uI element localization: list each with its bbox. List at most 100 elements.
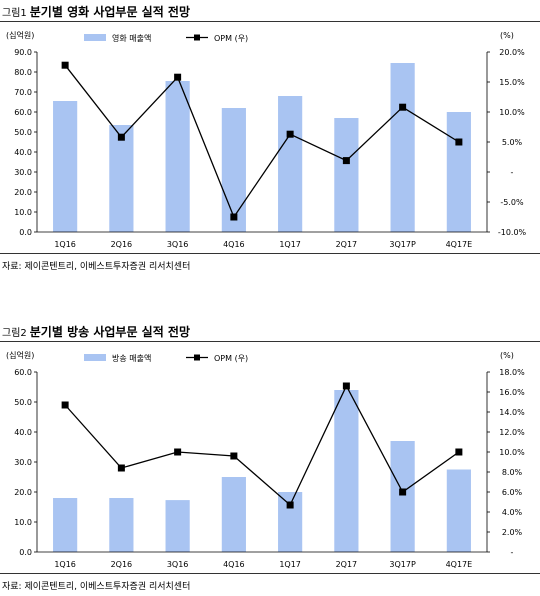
right-tick-label: - bbox=[511, 168, 514, 177]
right-tick-label: 20.0% bbox=[499, 48, 525, 57]
left-axis-unit: (십억원) bbox=[6, 30, 34, 40]
bar bbox=[109, 125, 134, 232]
x-tick-label: 4Q16 bbox=[223, 240, 245, 249]
bar bbox=[446, 469, 471, 552]
legend-line-label: OPM (우) bbox=[214, 354, 248, 363]
bar bbox=[278, 492, 303, 552]
opm-point bbox=[61, 401, 69, 409]
bar bbox=[334, 118, 359, 232]
opm-point bbox=[455, 448, 463, 456]
right-tick-label: 5.0% bbox=[502, 138, 523, 147]
figure-1-title: 그림1 분기별 영화 사업부문 실적 전망 bbox=[2, 3, 190, 20]
bar bbox=[221, 477, 246, 552]
bar bbox=[53, 101, 78, 232]
bar bbox=[390, 441, 415, 552]
opm-point bbox=[286, 130, 294, 138]
bar bbox=[53, 498, 78, 552]
right-tick-label: 14.0% bbox=[499, 408, 525, 417]
x-tick-label: 4Q16 bbox=[223, 560, 245, 569]
legend-bar-label: 방송 매출액 bbox=[112, 353, 151, 363]
legend-bar-label: 영화 매출액 bbox=[112, 33, 151, 43]
opm-line bbox=[64, 384, 460, 507]
x-tick-label: 1Q17 bbox=[279, 240, 301, 249]
opm-point bbox=[399, 488, 407, 496]
right-tick-label: 2.0% bbox=[502, 528, 523, 537]
figure-1-bottom-rule bbox=[0, 253, 540, 254]
left-tick-label: 90.0 bbox=[14, 48, 32, 57]
left-tick-label: 50.0 bbox=[14, 128, 32, 137]
opm-point bbox=[174, 73, 182, 81]
figure-2-source: 자료: 제이콘텐트리, 이베스트투자증권 리서치센터 bbox=[2, 582, 191, 592]
left-tick-label: 30.0 bbox=[14, 458, 32, 467]
right-tick-label: 18.0% bbox=[499, 368, 525, 377]
x-tick-label: 4Q17E bbox=[446, 560, 473, 569]
opm-point bbox=[230, 213, 238, 221]
left-tick-label: 0.0 bbox=[19, 548, 32, 557]
x-tick-label: 3Q17P bbox=[389, 560, 416, 569]
x-tick-label: 3Q16 bbox=[167, 240, 189, 249]
figure-1-top-rule bbox=[0, 21, 540, 22]
opm-line bbox=[64, 64, 460, 219]
left-tick-label: 60.0 bbox=[14, 368, 32, 377]
opm-point bbox=[230, 452, 238, 460]
figure-1-title-text: 분기별 영화 사업부문 실적 전망 bbox=[29, 5, 190, 19]
right-tick-label: 15.0% bbox=[499, 78, 525, 87]
opm-point bbox=[399, 103, 407, 111]
x-tick-label: 3Q16 bbox=[167, 560, 189, 569]
x-tick-label: 3Q17P bbox=[389, 240, 416, 249]
figure-2-bottom-rule bbox=[0, 573, 540, 574]
legend-line-marker bbox=[194, 354, 200, 361]
figure-2-title: 그림2 분기별 방송 사업부문 실적 전망 bbox=[2, 323, 190, 340]
left-tick-label: 30.0 bbox=[14, 168, 32, 177]
bar bbox=[165, 81, 190, 232]
left-tick-label: 40.0 bbox=[14, 148, 32, 157]
opm-point bbox=[117, 133, 125, 141]
left-tick-label: 80.0 bbox=[14, 68, 32, 77]
left-tick-label: 10.0 bbox=[14, 518, 32, 527]
left-tick-label: 20.0 bbox=[14, 488, 32, 497]
x-tick-label: 4Q17E bbox=[446, 240, 473, 249]
left-axis-unit: (십억원) bbox=[6, 350, 34, 360]
right-tick-label: 4.0% bbox=[502, 508, 523, 517]
opm-point bbox=[342, 157, 350, 165]
bar bbox=[109, 498, 134, 552]
opm-point bbox=[286, 501, 294, 509]
right-axis-unit: (%) bbox=[500, 351, 514, 360]
left-tick-label: 40.0 bbox=[14, 428, 32, 437]
opm-point bbox=[342, 382, 350, 390]
left-tick-label: 70.0 bbox=[14, 88, 32, 97]
right-tick-label: 6.0% bbox=[502, 488, 523, 497]
x-tick-label: 1Q16 bbox=[54, 240, 76, 249]
right-tick-label: - bbox=[511, 548, 514, 557]
bar bbox=[278, 96, 303, 232]
left-tick-label: 10.0 bbox=[14, 208, 32, 217]
x-tick-label: 2Q16 bbox=[111, 560, 133, 569]
left-tick-label: 50.0 bbox=[14, 398, 32, 407]
left-tick-label: 20.0 bbox=[14, 188, 32, 197]
right-axis-unit: (%) bbox=[500, 31, 514, 40]
chart-movie-segment: (십억원) (%) 영화 매출액 OPM (우) 0.0 10.0 20.0 30.0 40.0… bbox=[6, 30, 527, 249]
x-tick-label: 1Q17 bbox=[279, 560, 301, 569]
bar bbox=[165, 500, 190, 552]
bar bbox=[334, 390, 359, 552]
chart-broadcast-segment: (십억원) (%) 방송 매출액 OPM (우) 0.0 10.0 20.0 30.0 40.0… bbox=[6, 350, 525, 569]
right-tick-label: -10.0% bbox=[498, 228, 527, 237]
figure-1-source: 자료: 제이콘텐트리, 이베스트투자증권 리서치센터 bbox=[2, 262, 191, 272]
x-tick-label: 2Q17 bbox=[336, 560, 358, 569]
opm-point bbox=[61, 61, 69, 69]
legend-line-marker bbox=[194, 34, 200, 41]
right-tick-label: 10.0% bbox=[499, 108, 525, 117]
opm-point bbox=[455, 138, 463, 146]
right-tick-label: 8.0% bbox=[502, 468, 523, 477]
left-tick-label: 0.0 bbox=[19, 228, 32, 237]
x-tick-label: 1Q16 bbox=[54, 560, 76, 569]
bar bbox=[446, 112, 471, 232]
figure-2-number: 그림2 bbox=[2, 328, 27, 339]
x-tick-label: 2Q17 bbox=[336, 240, 358, 249]
opm-point bbox=[174, 448, 182, 456]
right-tick-label: -5.0% bbox=[500, 198, 524, 207]
bar bbox=[390, 63, 415, 232]
figure-1-number: 그림1 bbox=[2, 8, 27, 19]
right-tick-label: 10.0% bbox=[499, 448, 525, 457]
left-tick-label: 60.0 bbox=[14, 108, 32, 117]
